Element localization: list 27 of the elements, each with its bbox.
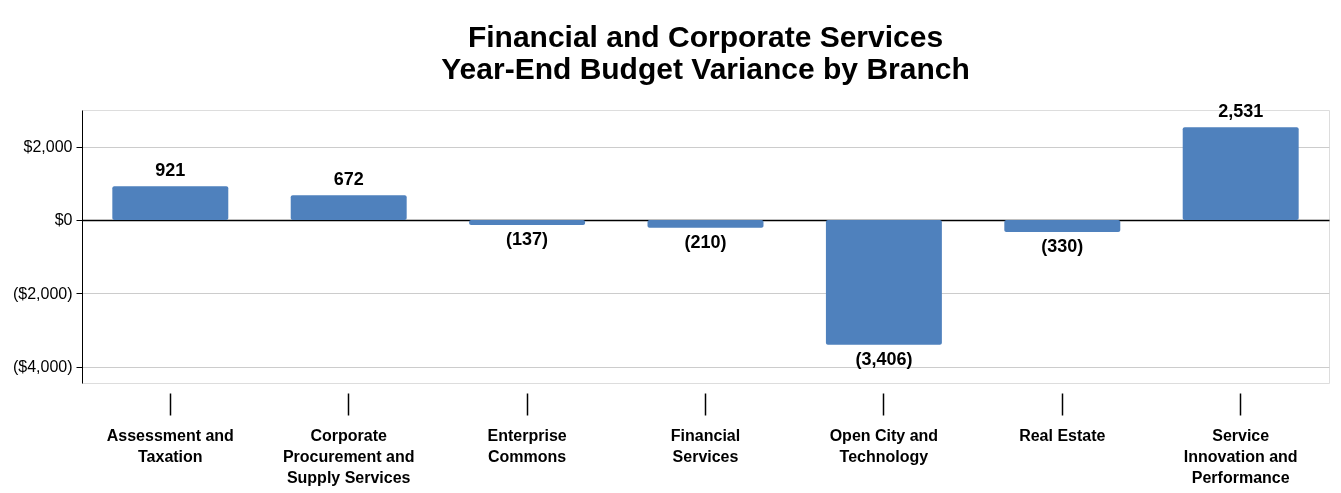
bar [1004,219,1121,233]
x-tick-label: Real Estate [1019,426,1106,444]
x-tick-label: Financial Services [670,426,741,465]
x-tick-label: Assessment and Taxation [106,426,234,465]
text: Financial and Corporate Services [467,20,944,54]
data-label: (137) [506,228,549,249]
x-tick-label: Enterprise Commons [487,426,567,465]
x-tick-label: Open City and Technology [829,426,939,465]
bar [825,219,942,345]
data-label: (210) [684,231,727,252]
x-tick-label: Service Innovation and Performance [1183,426,1298,486]
x-tick-label: Corporate Procurement and Supply Services [282,426,415,486]
bar [1182,127,1299,220]
data-label: (330) [1041,236,1084,257]
data-label: 672 [333,169,364,190]
bar [647,219,764,228]
y-tick-label: ($2,000) [12,284,73,302]
text: Year-End Budget Variance by Branch [441,52,970,86]
y-tick-label: ($4,000) [12,358,73,376]
data-label: 921 [155,160,186,181]
bar [469,219,586,225]
data-label: (3,406) [855,348,913,369]
bar [112,186,229,220]
y-tick-label: $0 [54,211,73,229]
data-label: 2,531 [1218,101,1264,122]
bar [290,195,407,220]
y-tick-label: $2,000 [23,138,73,156]
